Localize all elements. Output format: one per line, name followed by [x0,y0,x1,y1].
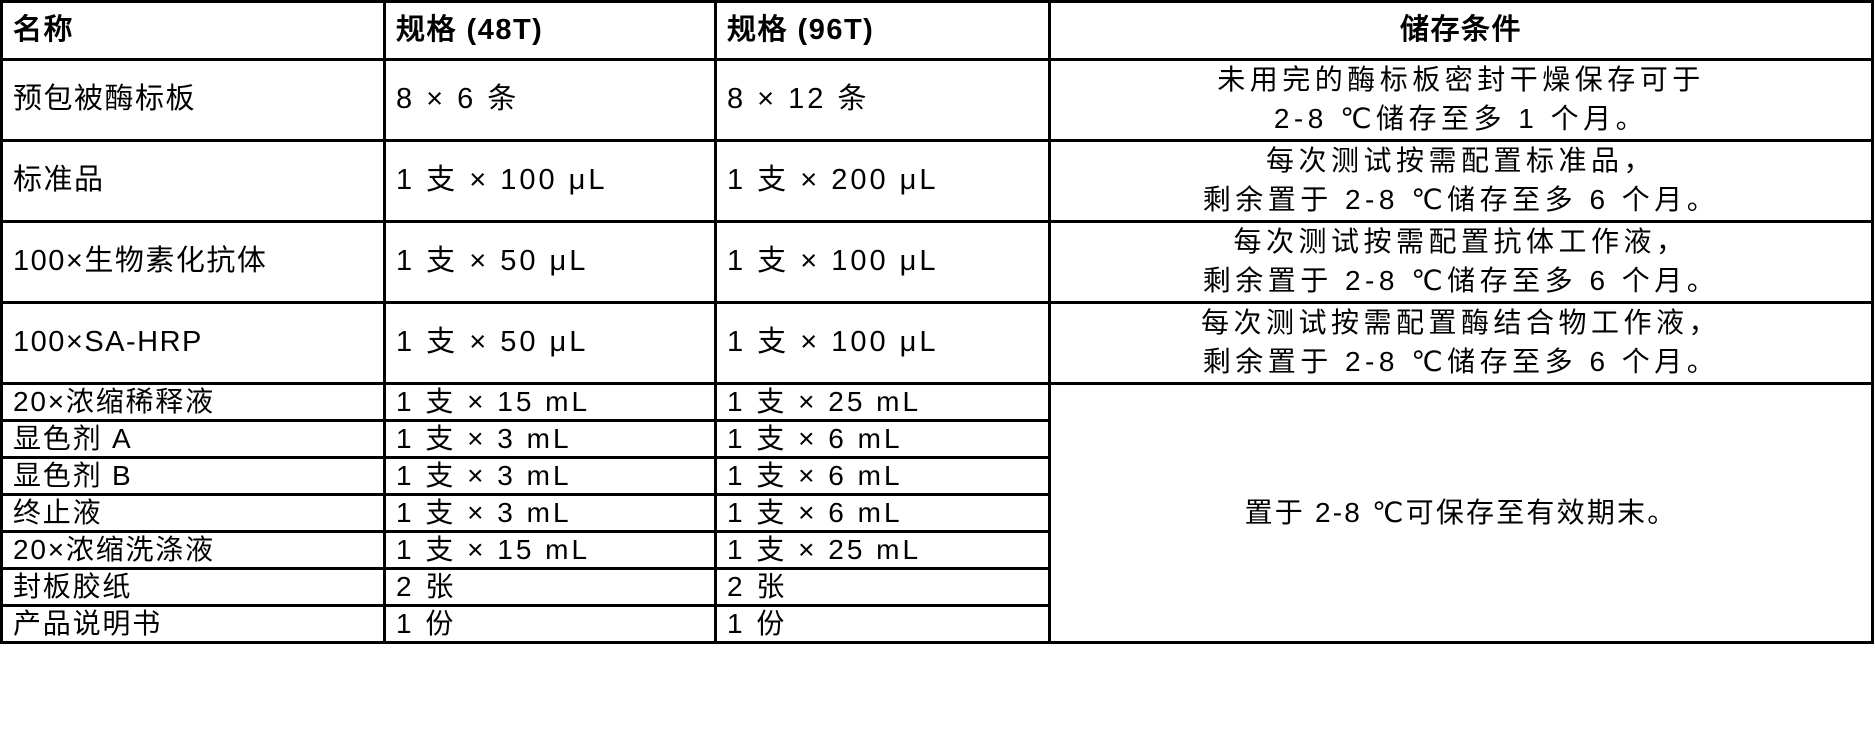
cell-spec-48t: 1 支 × 3 mL [383,493,717,533]
table-row: 预包被酶标板 8 × 6 条 8 × 12 条 未用完的酶标板密封干燥保存可于 … [0,58,1874,142]
cell-spec-96t: 8 × 12 条 [714,58,1051,142]
cell-component-name: 标准品 [0,139,386,223]
cell-storage-condition: 每次测试按需配置标准品， 剩余置于 2-8 ℃储存至多 6 个月。 [1048,139,1874,223]
table-row: 终止液 1 支 × 3 mL 1 支 × 6 mL [0,493,1873,533]
table-row: 显色剂 A 1 支 × 3 mL 1 支 × 6 mL [0,419,1873,459]
cell-component-name: 显色剂 A [0,419,386,459]
table-row: 100×生物素化抗体 1 支 × 50 μL 1 支 × 100 μL 每次测试… [0,220,1874,304]
cell-component-name: 20×浓缩洗涤液 [0,530,386,570]
table-row: 标准品 1 支 × 100 μL 1 支 × 200 μL 每次测试按需配置标准… [0,139,1874,223]
cell-spec-48t: 2 张 [383,567,717,607]
cell-component-name: 100×SA-HRP [0,301,386,385]
column-header-spec-96t: 规格 (96T) [714,0,1051,61]
cell-storage-condition: 每次测试按需配置抗体工作液， 剩余置于 2-8 ℃储存至多 6 个月。 [1048,220,1874,304]
cell-spec-96t: 1 支 × 25 mL [714,382,1051,422]
kit-components-table: 名称 规格 (48T) 规格 (96T) 储存条件 预包被酶标板 8 × 6 条… [0,0,1874,644]
column-header-spec-48t: 规格 (48T) [383,0,717,61]
cell-component-name: 显色剂 B [0,456,386,496]
cell-component-name: 封板胶纸 [0,567,386,607]
cell-spec-48t: 1 支 × 50 μL [383,301,717,385]
cell-spec-96t: 1 支 × 25 mL [714,530,1051,570]
column-header-name: 名称 [0,0,386,61]
cell-spec-48t: 1 支 × 50 μL [383,220,717,304]
column-header-storage-conditions: 储存条件 [1048,0,1874,61]
cell-component-name: 100×生物素化抗体 [0,220,386,304]
cell-spec-96t: 1 支 × 6 mL [714,419,1051,459]
cell-spec-48t: 8 × 6 条 [383,58,717,142]
table-row: 封板胶纸 2 张 2 张 [0,567,1873,607]
cell-spec-48t: 1 支 × 3 mL [383,456,717,496]
cell-storage-condition-merged: 置于 2-8 ℃可保存至有效期末。 [1048,382,1874,644]
cell-component-name: 20×浓缩稀释液 [0,382,386,422]
cell-spec-48t: 1 支 × 100 μL [383,139,717,223]
table-row: 100×SA-HRP 1 支 × 50 μL 1 支 × 100 μL 每次测试… [0,301,1874,385]
table-row: 显色剂 B 1 支 × 3 mL 1 支 × 6 mL [0,456,1873,496]
cell-spec-96t: 1 支 × 6 mL [714,456,1051,496]
cell-spec-96t: 1 支 × 200 μL [714,139,1051,223]
cell-spec-48t: 1 支 × 15 mL [383,530,717,570]
cell-component-name: 预包被酶标板 [0,58,386,142]
table-row: 20×浓缩洗涤液 1 支 × 15 mL 1 支 × 25 mL [0,530,1873,570]
cell-spec-96t: 2 张 [714,567,1051,607]
cell-spec-48t: 1 支 × 15 mL [383,382,717,422]
cell-storage-condition: 每次测试按需配置酶结合物工作液， 剩余置于 2-8 ℃储存至多 6 个月。 [1048,301,1874,385]
cell-spec-96t: 1 支 × 6 mL [714,493,1051,533]
cell-storage-condition: 未用完的酶标板密封干燥保存可于 2-8 ℃储存至多 1 个月。 [1048,58,1874,142]
table-row: 20×浓缩稀释液 1 支 × 15 mL 1 支 × 25 mL 置于 2-8 … [0,382,1874,644]
table-row: 产品说明书 1 份 1 份 [0,604,1873,644]
table-header-row: 名称 规格 (48T) 规格 (96T) 储存条件 [0,0,1874,61]
cell-spec-96t: 1 支 × 100 μL [714,220,1051,304]
cell-spec-96t: 1 支 × 100 μL [714,301,1051,385]
cell-spec-48t: 1 支 × 3 mL [383,419,717,459]
cell-spec-48t: 1 份 [383,604,717,644]
cell-component-name: 终止液 [0,493,386,533]
cell-spec-96t: 1 份 [714,604,1051,644]
cell-component-name: 产品说明书 [0,604,386,644]
